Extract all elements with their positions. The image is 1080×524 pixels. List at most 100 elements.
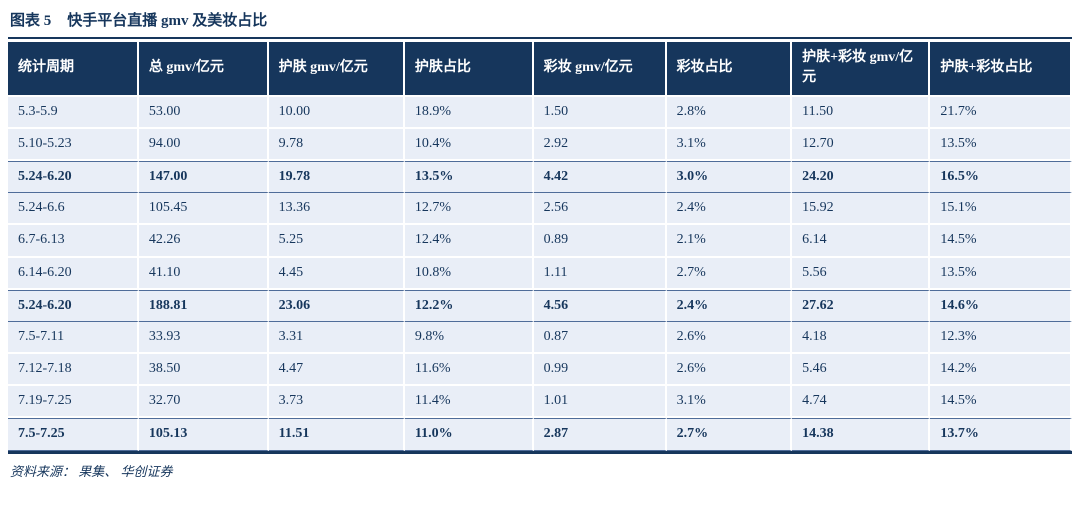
table-cell: 10.8%	[404, 257, 534, 290]
source-text: 资料来源： 果集、 华创证券	[10, 463, 173, 479]
table-row: 6.7-6.13 42.26 5.25 12.4% 0.89 2.1% 6.14 14.5%	[8, 225, 1072, 258]
table-cell: 32.70	[138, 386, 269, 419]
column-header: 总 gmv/亿元	[138, 42, 269, 97]
gmv-table: 统计周期总 gmv/亿元 护肤 gmv/亿元 护肤占比 彩妆 gmv/亿元 彩妆占比 护肤…	[8, 42, 1072, 454]
table-cell: 12.2%	[404, 289, 534, 322]
table-cell: 4.56	[533, 289, 667, 322]
table-cell: 7.5-7.11	[8, 321, 139, 355]
table-cell: 147.00	[138, 160, 269, 194]
table-cell: 14.38	[792, 418, 931, 451]
table-cell: 1.01	[533, 386, 667, 419]
table-row: 5.24-6.20 188.81 23.06 12.2% 4.56 2.4% 27.62 14…	[8, 289, 1072, 322]
table-cell: 5.3-5.9	[8, 96, 139, 129]
table-cell: 11.51	[268, 418, 405, 451]
table-cell: 2.56	[533, 193, 667, 226]
table-cell: 11.0%	[404, 418, 534, 451]
table-cell: 105.13	[138, 418, 269, 451]
table-cell: 14.5%	[930, 225, 1072, 258]
table-cell: 105.45	[138, 193, 269, 226]
table-cell: 5.56	[792, 257, 931, 290]
table-cell: 12.7%	[404, 193, 534, 226]
table-cell: 2.8%	[666, 96, 793, 129]
table-cell: 0.99	[533, 354, 667, 387]
column-header: 彩妆 gmv/亿元	[533, 42, 667, 97]
table-cell: 16.5%	[930, 160, 1072, 194]
table-cell: 3.1%	[666, 128, 793, 161]
table-cell: 2.92	[533, 128, 667, 161]
table-cell: 2.1%	[666, 225, 793, 258]
table-cell: 7.5-7.25	[8, 418, 139, 451]
table-cell: 33.93	[138, 321, 269, 355]
table-cell: 41.10	[138, 257, 269, 290]
table-cell: 2.6%	[666, 321, 793, 355]
table-row: 7.5-7.25 105.13 11.51 11.0% 2.87 2.7% 14.38 13.…	[8, 418, 1072, 451]
table-cell: 3.1%	[666, 386, 793, 419]
table-cell: 0.87	[533, 321, 667, 355]
table-cell: 4.74	[792, 386, 931, 419]
table-cell: 5.46	[792, 354, 931, 387]
table-cell: 3.0%	[666, 160, 793, 194]
figure-label: 图表 5	[10, 13, 52, 29]
table-cell: 13.5%	[930, 257, 1072, 290]
table-cell: 2.4%	[666, 289, 793, 322]
table-cell: 42.26	[138, 225, 269, 258]
table-header-row: 统计周期总 gmv/亿元 护肤 gmv/亿元 护肤占比 彩妆 gmv/亿元 彩妆占比 护肤…	[8, 42, 1072, 97]
table-cell: 3.31	[268, 321, 405, 355]
table-cell: 7.19-7.25	[8, 386, 139, 419]
table-cell: 3.73	[268, 386, 405, 419]
table-cell: 5.24-6.20	[8, 289, 139, 322]
table-cell: 11.50	[792, 96, 931, 129]
table-cell: 27.62	[792, 289, 931, 322]
table-cell: 1.11	[533, 257, 667, 290]
table-cell: 2.7%	[666, 418, 793, 451]
table-row: 5.24-6.20 147.00 19.78 13.5% 4.42 3.0% 24.20 16…	[8, 160, 1072, 194]
table-cell: 94.00	[138, 128, 269, 161]
table-cell: 6.7-6.13	[8, 225, 139, 258]
table-cell: 5.25	[268, 225, 405, 258]
column-header: 护肤+彩妆 gmv/亿元	[792, 42, 931, 97]
table-cell: 12.4%	[404, 225, 534, 258]
header-row: 统计周期总 gmv/亿元 护肤 gmv/亿元 护肤占比 彩妆 gmv/亿元 彩妆占比 护肤…	[8, 42, 1072, 97]
table-cell: 38.50	[138, 354, 269, 387]
table-cell: 15.92	[792, 193, 931, 226]
figure-title-text: 快手平台直播 gmv 及美妆占比	[67, 13, 268, 29]
table-cell: 21.7%	[930, 96, 1072, 129]
table-cell: 7.12-7.18	[8, 354, 139, 387]
column-header: 护肤 gmv/亿元	[268, 42, 405, 97]
table-cell: 12.70	[792, 128, 931, 161]
column-header: 护肤+彩妆占比	[930, 42, 1072, 97]
table-cell: 2.87	[533, 418, 667, 451]
table-cell: 12.3%	[930, 321, 1072, 355]
table-cell: 24.20	[792, 160, 931, 194]
table-cell: 2.4%	[666, 193, 793, 226]
table-cell: 4.47	[268, 354, 405, 387]
table-cell: 15.1%	[930, 193, 1072, 226]
table-row: 5.3-5.9 53.00 10.00 18.9% 1.50 2.8% 11.50 21.7%	[8, 96, 1072, 129]
table-cell: 5.24-6.20	[8, 160, 139, 194]
table-cell: 14.6%	[930, 289, 1072, 322]
table-row: 5.24-6.6 105.45 13.36 12.7% 2.56 2.4% 15.92 15.…	[8, 193, 1072, 226]
title-divider	[8, 37, 1072, 39]
table-cell: 9.78	[268, 128, 405, 161]
table-cell: 6.14	[792, 225, 931, 258]
table-body: 5.3-5.9 53.00 10.00 18.9% 1.50 2.8% 11.50 21.7%…	[8, 96, 1072, 451]
table-cell: 10.4%	[404, 128, 534, 161]
table-row: 6.14-6.20 41.10 4.45 10.8% 1.11 2.7% 5.56 13.5%	[8, 257, 1072, 290]
table-cell: 18.9%	[404, 96, 534, 129]
table-cell: 13.7%	[930, 418, 1072, 451]
table-cell: 0.89	[533, 225, 667, 258]
table-cell: 5.10-5.23	[8, 128, 139, 161]
table-cell: 53.00	[138, 96, 269, 129]
table-cell: 6.14-6.20	[8, 257, 139, 290]
table-cell: 188.81	[138, 289, 269, 322]
table-cell: 13.36	[268, 193, 405, 226]
table-cell: 13.5%	[930, 128, 1072, 161]
table-cell: 11.6%	[404, 354, 534, 387]
table-cell: 5.24-6.6	[8, 193, 139, 226]
table-cell: 14.2%	[930, 354, 1072, 387]
source-note: 资料来源： 果集、 华创证券	[8, 454, 1072, 480]
table-cell: 13.5%	[404, 160, 534, 194]
column-header: 彩妆占比	[666, 42, 793, 97]
table-cell: 2.7%	[666, 257, 793, 290]
